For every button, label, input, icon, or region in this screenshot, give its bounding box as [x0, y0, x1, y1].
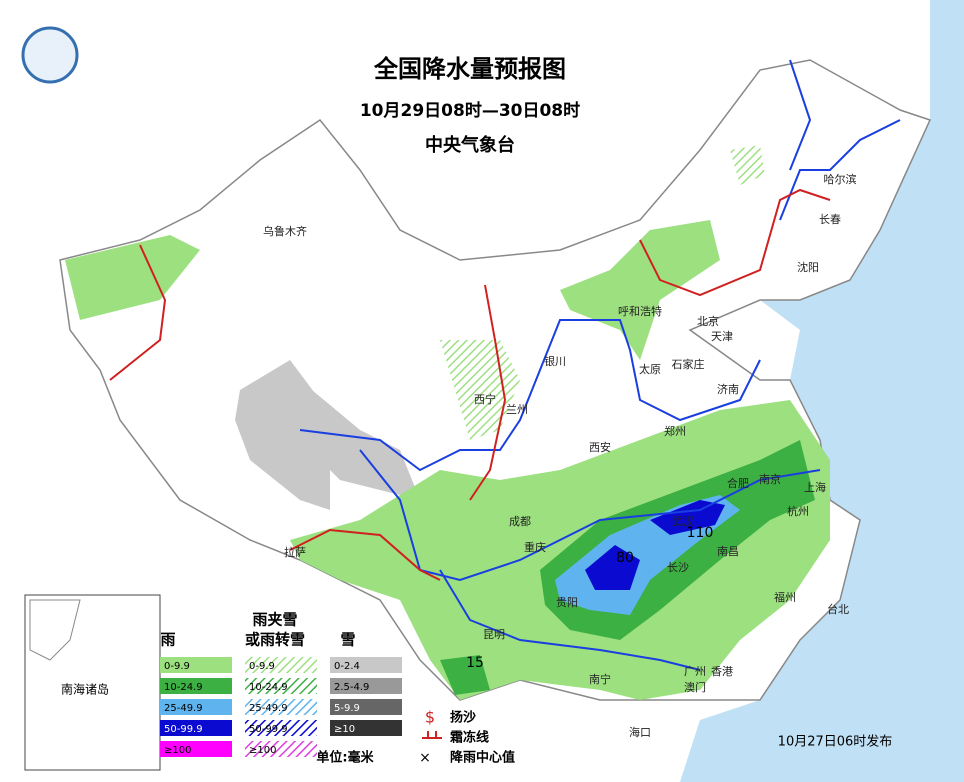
frost-lines: [109, 188, 831, 581]
city-label: 银川: [544, 354, 566, 368]
legend-item: 10-24.9: [249, 682, 288, 693]
inset-land: [29, 599, 81, 661]
legend-title: 雨夹雪: [252, 611, 297, 629]
city-label: 广州: [684, 665, 706, 678]
city-label: 南昌: [717, 545, 739, 558]
legend-item: 50-99.9: [164, 724, 203, 735]
snow-area: [300, 380, 420, 500]
legend-swatch: [160, 720, 232, 736]
rivers: [299, 59, 901, 671]
rain-area: [290, 400, 830, 700]
legend-swatch: [245, 720, 317, 736]
rain-area: [585, 545, 640, 590]
city-label: 郑州: [664, 424, 686, 438]
legend-item: ≥10: [334, 724, 355, 735]
city-label: 上海: [804, 480, 826, 494]
city-label: 兰州: [506, 403, 528, 416]
legend-item: 10-24.9: [164, 682, 203, 693]
city-label: 拉萨: [284, 545, 306, 559]
legend-item: ≥100: [249, 745, 276, 756]
legend-symbol-label: 霜冻线: [449, 730, 489, 746]
legend-item: 0-9.9: [249, 661, 275, 672]
legend-swatch: [245, 678, 317, 694]
legend-swatch: [160, 678, 232, 694]
legend-symbol-label: 降雨中心值: [450, 750, 515, 766]
city-label: 哈尔滨: [824, 172, 857, 186]
legend-swatch: [330, 720, 402, 736]
title: 全国降水量预报图: [373, 55, 566, 83]
city-label: 重庆: [524, 540, 546, 554]
legend-item: 0-9.9: [164, 661, 190, 672]
rain-center: 80: [616, 550, 634, 566]
issued: 10月27日06时发布: [778, 734, 893, 750]
city-label: 沈阳: [797, 260, 819, 274]
city-label: 成都: [509, 515, 531, 528]
city-label: 福州: [774, 590, 796, 604]
legend-swatch: [160, 699, 232, 715]
legend-item: 25-49.9: [164, 703, 203, 714]
issuer: 中央气象台: [425, 134, 515, 156]
legend-item: 25-49.9: [249, 703, 288, 714]
city-label: 香港: [711, 665, 733, 678]
sand-symbol: $: [425, 708, 435, 727]
rain-area: [440, 655, 490, 695]
legend-title: 雨: [160, 631, 175, 649]
legend-swatch: [330, 678, 402, 694]
city-label: 长春: [819, 213, 841, 226]
legend-swatch: [245, 741, 317, 757]
city-label: 澳门: [684, 680, 706, 694]
frost-symbol: [422, 731, 442, 739]
legend-swatch: [330, 657, 402, 673]
legend-title: 雪: [340, 631, 355, 649]
city-label: 武汉: [672, 515, 694, 528]
period: 10月29日08时—30日08时: [360, 101, 580, 121]
city-label: 台北: [827, 602, 849, 616]
logo: [21, 26, 79, 84]
inset-label: 南海诸岛: [61, 682, 109, 697]
city-label: 合肥: [727, 476, 749, 490]
legend-swatch: [160, 657, 232, 673]
rain-center: 15: [466, 655, 484, 671]
city-label: 海口: [629, 725, 651, 739]
city-label: 乌鲁木齐: [263, 224, 307, 238]
city-label: 贵阳: [556, 596, 578, 609]
legend-item: 5-9.9: [334, 703, 360, 714]
legend-item: ≥100: [164, 745, 191, 756]
legend-swatch: [245, 657, 317, 673]
city-label: 南宁: [589, 672, 611, 686]
city-label: 昆明: [483, 628, 505, 641]
legend-swatch: [160, 741, 232, 757]
legend-swatch: [330, 699, 402, 715]
mixed-area: [730, 145, 765, 185]
legend-item: 2.5-4.9: [334, 682, 369, 693]
city-label: 呼和浩特: [618, 304, 662, 318]
city-label: 杭州: [787, 504, 809, 518]
legend-symbol-label: 扬沙: [450, 710, 476, 726]
legend-item: 50-99.9: [249, 724, 288, 735]
city-label: 长沙: [667, 561, 689, 574]
city-label: 太原: [639, 363, 661, 376]
city-label: 西安: [589, 440, 611, 454]
city-label: 北京: [697, 314, 719, 328]
unit: 单位:毫米: [316, 750, 374, 766]
center-symbol: ×: [419, 750, 431, 766]
city-label: 济南: [717, 382, 739, 396]
legend-item: 0-2.4: [334, 661, 360, 672]
city-label: 石家庄: [672, 357, 705, 371]
city-label: 天津: [711, 330, 733, 343]
rain-center: 110: [687, 525, 714, 541]
rain-area: [65, 235, 200, 320]
city-label: 西宁: [474, 392, 496, 406]
legend-title: 或雨转雪: [245, 631, 305, 649]
rain-area: [560, 220, 720, 360]
rain-area: [650, 500, 725, 535]
city-label: 南京: [759, 472, 781, 486]
sea: [680, 0, 964, 782]
legend-swatch: [245, 699, 317, 715]
